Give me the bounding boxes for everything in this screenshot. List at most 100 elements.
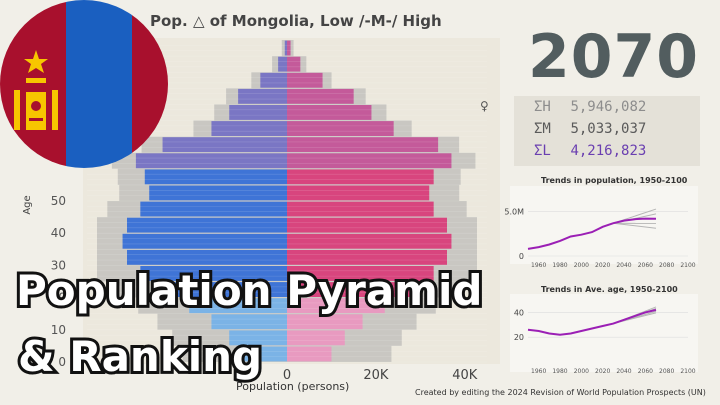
- female-bar-65-69: [287, 137, 439, 153]
- y-tick-label: 20: [51, 291, 66, 305]
- population-trend-title: Trends in population, 1950-2100: [541, 176, 688, 185]
- pop-y-tick-label: 5.0M: [504, 208, 524, 217]
- female-bar-90-94: [287, 56, 301, 72]
- age-x-tick-label: 2080: [659, 368, 674, 375]
- male-bar-35-39: [122, 233, 287, 249]
- male-bar-45-49: [140, 201, 287, 217]
- y-tick-label: 0: [58, 355, 66, 369]
- female-bar-45-49: [287, 201, 434, 217]
- x-tick-label: 0: [283, 368, 291, 383]
- overlay-title-line2: & Ranking: [15, 329, 265, 384]
- age-y-tick-label: 20: [514, 333, 524, 342]
- male-bar-0-4: [242, 346, 287, 362]
- female-bar-50-54: [287, 185, 430, 201]
- age-y-tick-label: 40: [514, 308, 524, 317]
- sum-medium-label: ΣM: [534, 121, 551, 137]
- male-bar-90-94: [278, 56, 287, 72]
- male-bar-55-59: [144, 169, 287, 185]
- x-tick-label: 20K: [363, 368, 389, 383]
- male-bar-20-24: [162, 282, 287, 297]
- pop-x-tick-label: 2020: [595, 262, 610, 269]
- male-bar-60-64: [135, 153, 287, 169]
- pop-x-tick-label: 2080: [659, 262, 674, 269]
- male-bar-75-79: [229, 105, 287, 120]
- y-axis-label: Age: [22, 195, 33, 214]
- y-tick-label: 40: [51, 226, 66, 240]
- male-bar-10-14: [211, 314, 287, 330]
- pop-x-tick-label: 2040: [616, 262, 631, 269]
- sum-high-value: 5,946,082: [570, 99, 647, 115]
- female-bar-95-99: [287, 40, 291, 56]
- female-bar-35-39: [287, 233, 452, 249]
- male-bar-80-84: [238, 88, 287, 104]
- male-bar-95-99: [284, 40, 287, 56]
- female-bar-85-89: [287, 72, 323, 88]
- sum-low-value: 4,216,823: [570, 143, 647, 159]
- population-sums-box: ΣH 5,946,082 ΣM 5,033,037 ΣL 4,216,823: [514, 96, 700, 166]
- age-x-tick-label: 1980: [552, 368, 567, 375]
- pop-x-tick-label: 1980: [552, 262, 567, 269]
- male-bar-70-74: [211, 121, 287, 136]
- high-variant-envelope-female: [287, 40, 477, 362]
- age-x-tick-label: 2000: [574, 368, 589, 375]
- soyombo-yin-yang-icon: [31, 101, 41, 111]
- pop-series-line: [527, 217, 657, 250]
- soyombo-right-pillar-icon: [52, 90, 58, 130]
- age-x-tick-label: 2100: [680, 368, 695, 375]
- pop-x-tick-label: 2060: [638, 262, 653, 269]
- y-tick-label: 50: [51, 194, 66, 208]
- age-series-line: [527, 308, 657, 336]
- age-x-tick-label: 2020: [595, 368, 610, 375]
- flag-left-red-stripe: [0, 0, 66, 168]
- male-bar-5-9: [229, 330, 287, 346]
- overlay-title-line1: Population Pyramid: [13, 263, 485, 318]
- male-bar-30-34: [127, 249, 287, 265]
- year-display: 2070: [528, 22, 699, 92]
- male-bar-25-29: [140, 266, 287, 281]
- female-bar-15-19: [287, 298, 385, 314]
- x-axis-label: Population (persons): [236, 380, 350, 393]
- soyombo-bar-lower-icon: [29, 118, 43, 121]
- female-bar-60-64: [287, 153, 452, 169]
- sum-low-label: ΣL: [534, 143, 551, 159]
- female-symbol: ♀: [480, 99, 489, 113]
- male-bar-65-69: [162, 137, 287, 153]
- male-bar-40-44: [127, 217, 287, 233]
- female-bar-0-4: [287, 346, 332, 362]
- population-trend-panel: [510, 186, 698, 264]
- female-bar-10-14: [287, 314, 363, 330]
- soyombo-bar-icon: [26, 78, 46, 83]
- high-variant-envelope-male: [97, 40, 287, 362]
- y-tick-label: 10: [51, 323, 66, 337]
- male-bar-85-89: [260, 72, 287, 88]
- female-bar-80-84: [287, 88, 354, 104]
- mongolia-flag-badge: [0, 0, 168, 168]
- age-x-tick-label: 1960: [531, 368, 546, 375]
- female-bar-75-79: [287, 105, 372, 120]
- sum-low-row: ΣL 4,216,823: [534, 143, 646, 159]
- soyombo-star-icon: [24, 50, 48, 73]
- sum-high-label: ΣH: [534, 99, 551, 115]
- chart-title: Pop. △ of Mongolia, Low /-M-/ High: [150, 12, 442, 30]
- x-tick-label: 40K: [452, 368, 478, 383]
- pop-projection-line: [613, 222, 657, 229]
- male-bar-15-19: [189, 298, 287, 314]
- age-x-tick-label: 2060: [638, 368, 653, 375]
- female-bar-30-34: [287, 249, 447, 265]
- y-tick-label: 30: [51, 258, 66, 272]
- pop-x-tick-label: 2000: [574, 262, 589, 269]
- pop-y-tick-label: 0: [519, 252, 524, 261]
- female-bar-5-9: [287, 330, 345, 346]
- male-bar-50-54: [149, 185, 287, 201]
- sum-high-row: ΣH 5,946,082: [534, 99, 646, 115]
- female-bar-20-24: [287, 282, 412, 297]
- female-bar-55-59: [287, 169, 434, 185]
- source-note: Created by editing the 2024 Revision of …: [415, 388, 706, 397]
- female-bar-40-44: [287, 217, 447, 233]
- flag-center-blue-stripe: [66, 0, 132, 168]
- sum-medium-row: ΣM 5,033,037: [534, 121, 646, 137]
- age-trend-title: Trends in Ave. age, 1950-2100: [541, 285, 678, 294]
- female-bar-70-74: [287, 121, 394, 136]
